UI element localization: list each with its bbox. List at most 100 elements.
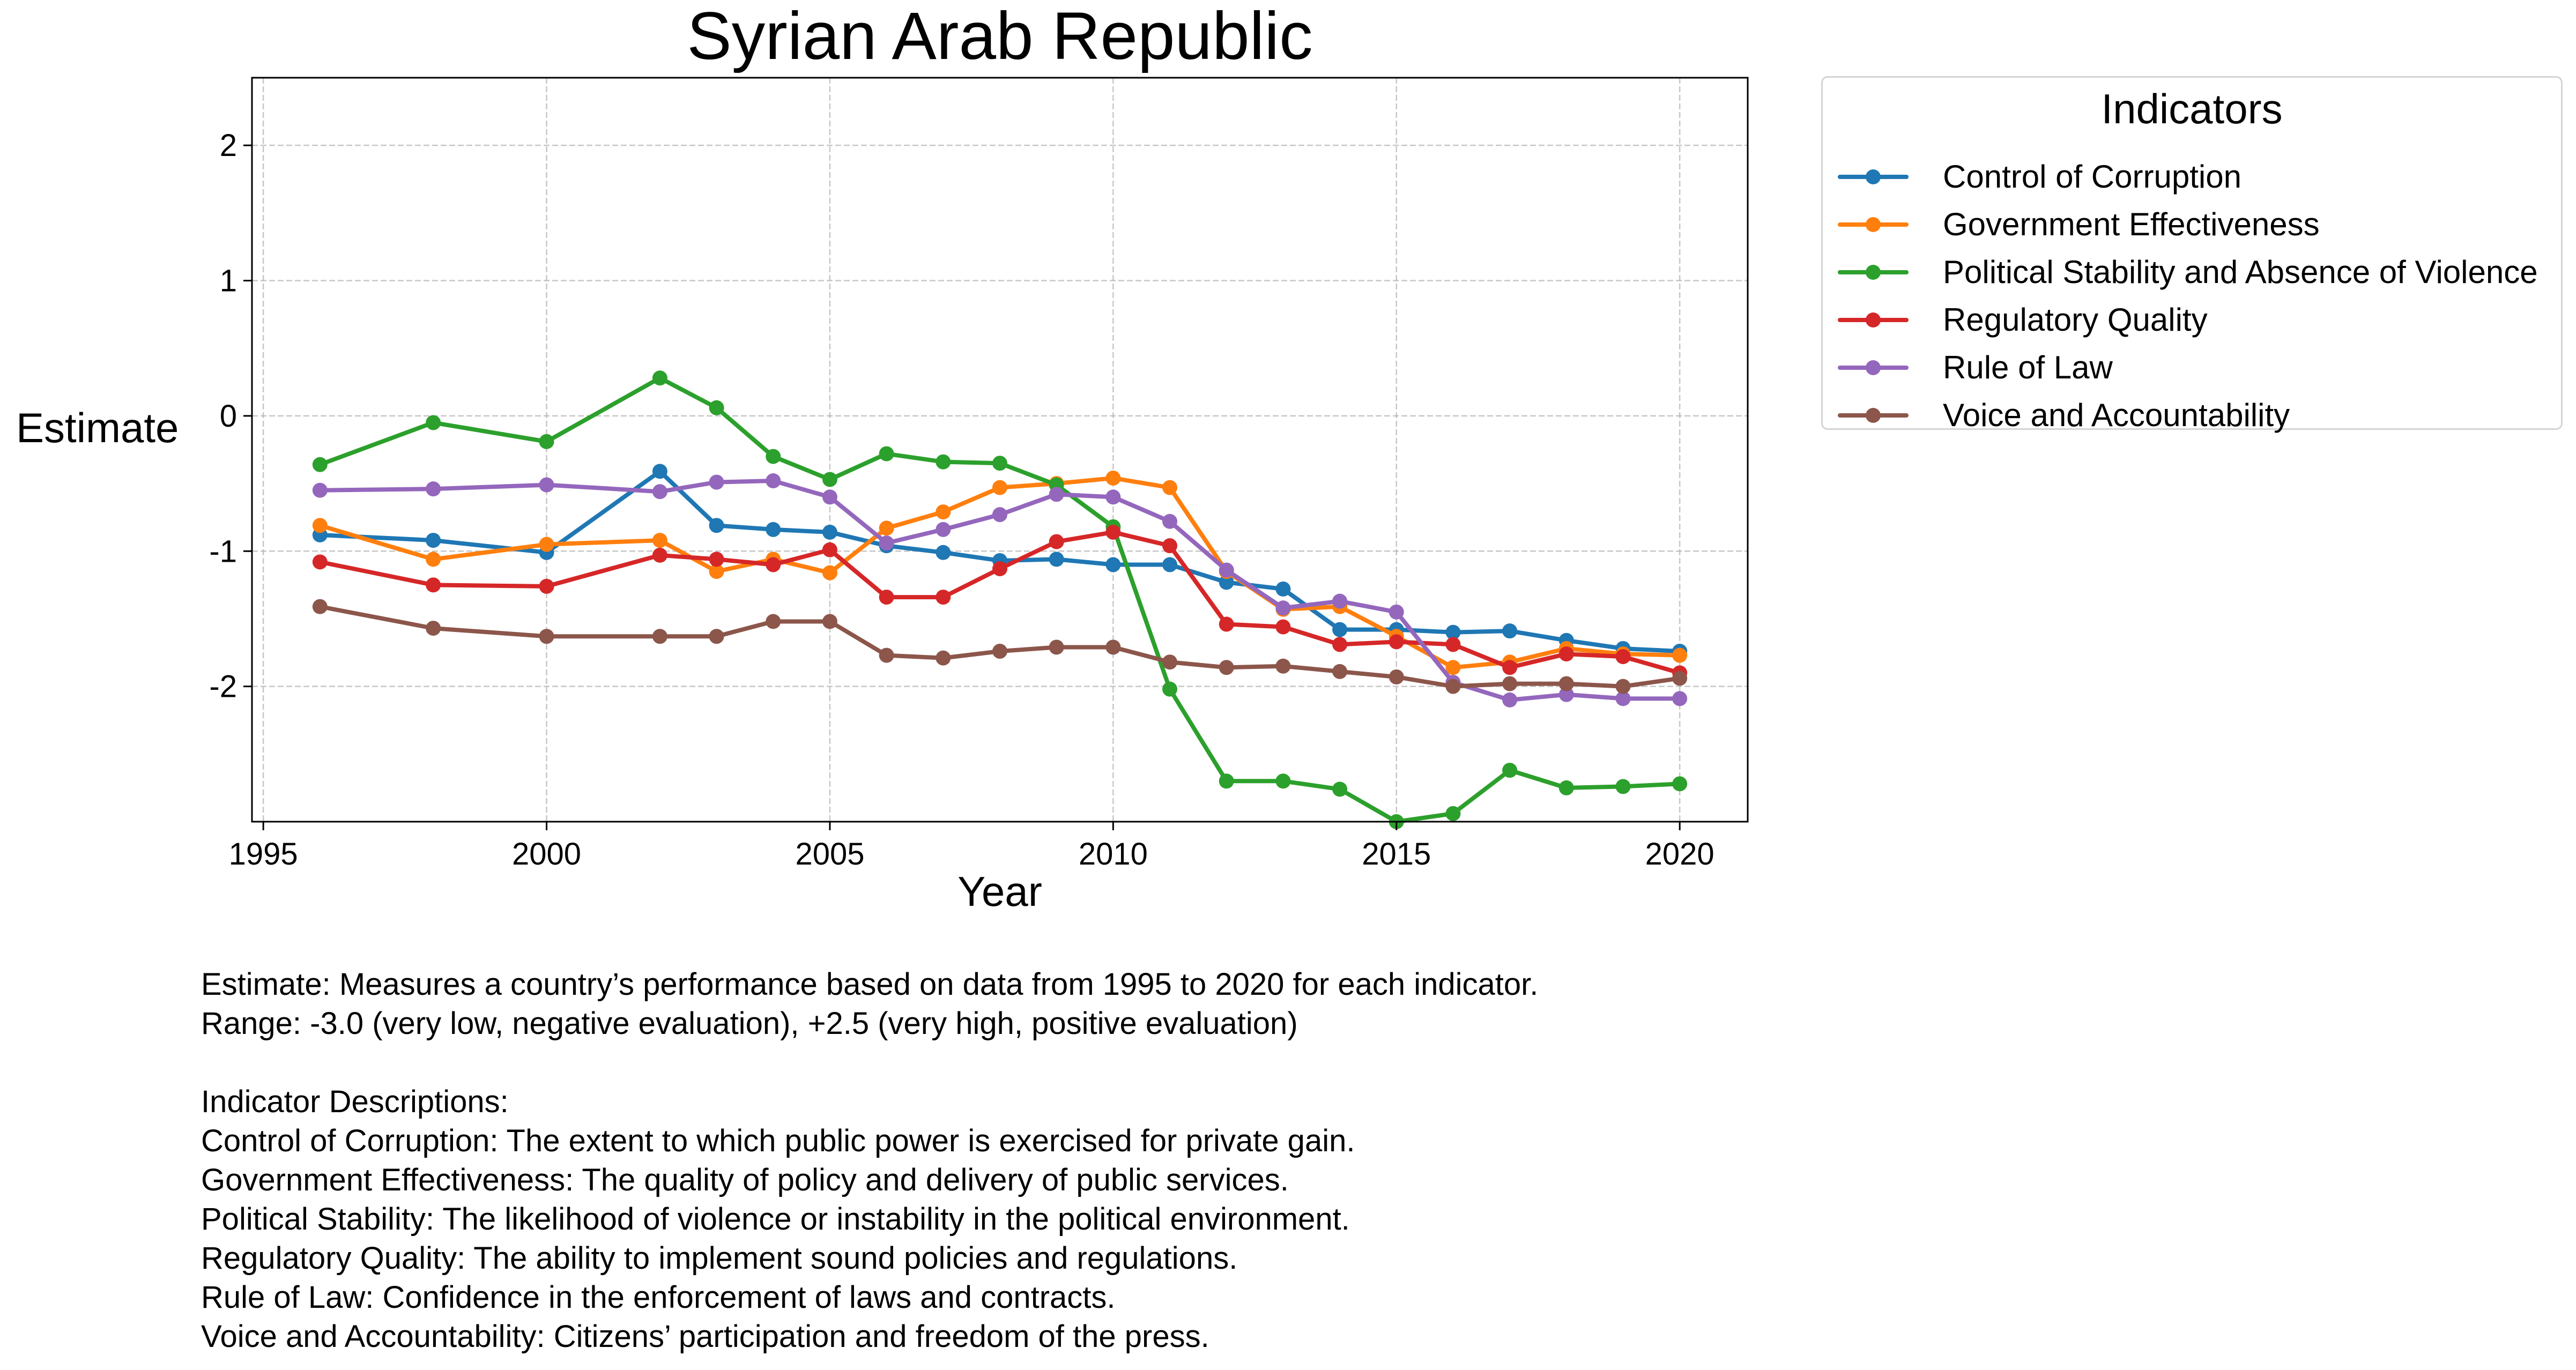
legend-item-rule-of-law: Rule of Law [1836,344,2554,392]
data-point [1219,575,1234,590]
data-point [822,542,837,557]
data-point [1558,780,1574,795]
data-point [1389,669,1404,684]
data-point [312,518,328,533]
legend-label: Rule of Law [1943,349,2113,385]
x-tick-label: 2000 [512,837,581,872]
data-point [1502,676,1518,691]
data-point [936,650,951,666]
data-point [709,474,724,490]
axes: 1995 2000 2005 2010 2015 2020 -2 -1 0 1 2 [209,128,1714,872]
data-point [936,545,951,560]
data-point [822,489,837,505]
data-point [312,554,328,570]
data-point [1502,660,1518,675]
data-point [1105,489,1121,505]
data-point [766,557,781,572]
data-point [709,552,724,567]
data-point [1558,676,1574,691]
series-line [317,376,1682,824]
note-description: Control of Corruption: The extent to whi… [201,1123,1355,1158]
data-point [1105,639,1121,655]
data-point [992,507,1007,523]
data-point [426,552,441,567]
data-point [879,647,894,663]
data-point [766,473,781,489]
legend-swatch [1838,169,1909,184]
series-control-of-corruption [312,464,1688,659]
data-point [1332,781,1348,797]
data-point [1275,600,1291,616]
data-point [1049,552,1064,567]
data-point [1275,773,1291,789]
legend-swatch [1838,265,1909,280]
data-point [1672,647,1688,663]
note-description: Political Stability: The likelihood of v… [201,1202,1350,1237]
data-point [312,482,328,498]
legend-label: Government Effectiveness [1943,206,2320,242]
data-point [652,370,667,386]
grid [252,78,1748,822]
data-point [1275,658,1291,674]
data-point [1445,660,1461,675]
data-point [1162,654,1178,670]
x-tick-label: 2020 [1645,837,1714,872]
data-point [1332,637,1348,652]
x-tick-label: 2005 [795,837,864,872]
legend-item-political-stability-and-absence-of-violence: Political Stability and Absence of Viole… [1836,248,2554,296]
series-political-stability-and-absence-of-violence [312,370,1688,829]
data-point [539,477,554,493]
data-point [426,481,441,497]
data-point [709,564,724,579]
data-point [709,518,724,533]
data-point [936,590,951,605]
data-point [1219,562,1234,578]
note-estimate: Estimate: Measures a country’s performan… [201,967,1539,1002]
data-point [1502,692,1518,708]
y-tick-label: 0 [220,399,237,434]
legend-label: Control of Corruption [1943,159,2241,195]
legend-title: Indicators [2101,85,2283,132]
data-point [1502,623,1518,639]
data-point [426,415,441,430]
data-point [1445,679,1461,694]
data-point [1162,557,1178,572]
data-point [766,614,781,629]
data-point [1219,616,1234,632]
data-point [1049,487,1064,502]
data-point [652,533,667,548]
data-point [1162,513,1178,529]
data-point [652,547,667,563]
data-point [766,522,781,537]
series-voice-and-accountability [312,599,1688,694]
y-tick-label: -2 [209,669,237,704]
note-descriptions-heading: Indicator Descriptions: [201,1084,509,1119]
data-point [652,464,667,479]
data-point [1615,779,1631,794]
data-point [652,629,667,644]
data-point [879,520,894,536]
data-point [1389,604,1404,620]
data-point [992,480,1007,495]
data-point [766,449,781,464]
data-point [1558,687,1574,702]
note-description: Regulatory Quality: The ability to imple… [201,1241,1238,1276]
data-point [992,644,1007,659]
legend-item-regulatory-quality: Regulatory Quality [1836,296,2554,344]
data-point [1275,619,1291,635]
plot-frame [251,77,1749,823]
data-point [1049,534,1064,549]
data-point [1445,806,1461,821]
data-point [539,434,554,449]
y-tick-label: 1 [220,264,237,299]
data-point [1615,649,1631,665]
data-point [426,621,441,636]
data-point [312,457,328,472]
legend-item-voice-and-accountability: Voice and Accountability [1836,391,2554,440]
series-line [317,469,1682,654]
data-point [1105,470,1121,486]
data-point [1105,557,1121,572]
data-point [992,561,1007,577]
data-point [652,484,667,500]
